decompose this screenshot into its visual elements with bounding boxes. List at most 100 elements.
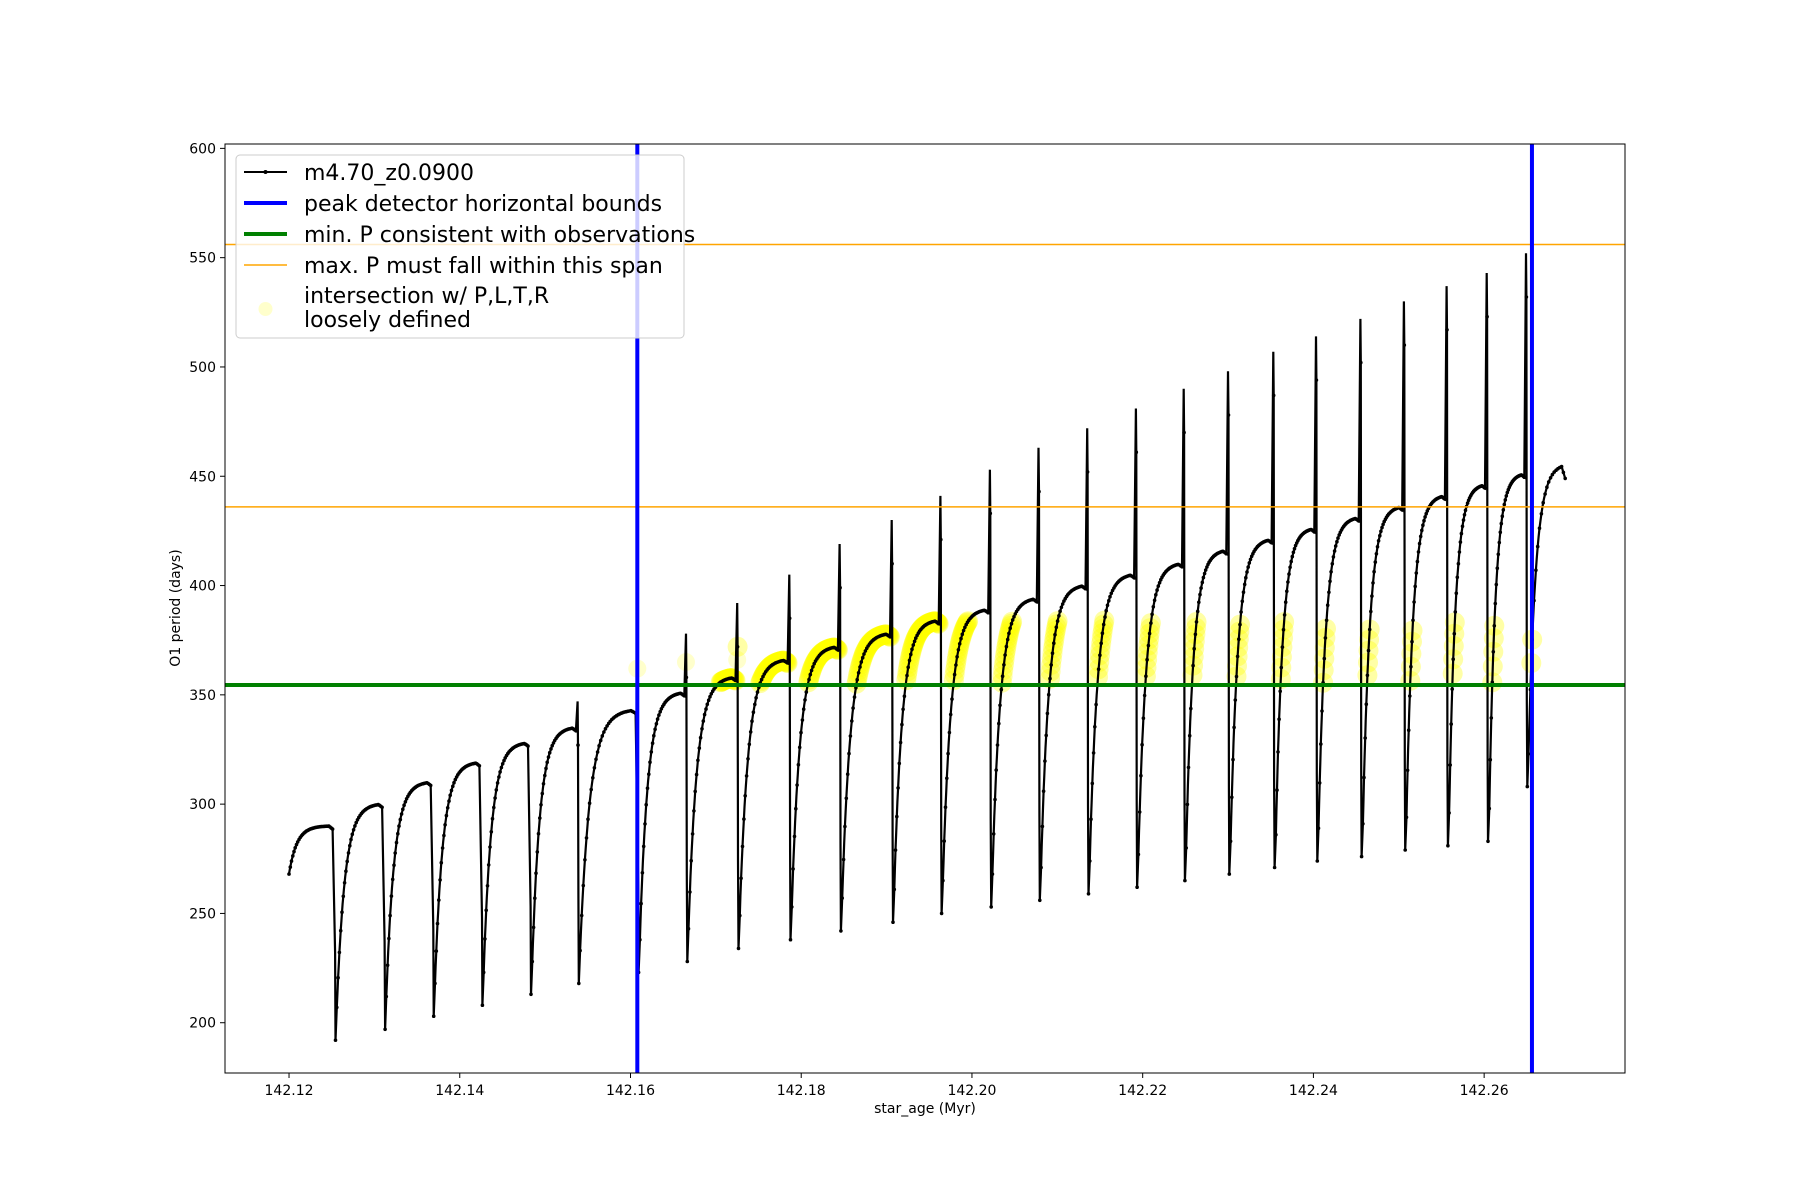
series-point <box>438 878 442 882</box>
series-point <box>1049 663 1053 667</box>
series-point <box>950 697 954 701</box>
series-point <box>1376 539 1381 543</box>
y-tick-label: 600 <box>189 141 216 157</box>
series-point <box>997 721 1001 726</box>
series-point <box>399 812 404 816</box>
series-point <box>288 865 293 869</box>
series-point <box>838 585 842 590</box>
series-point <box>1246 565 1250 569</box>
series-point <box>694 772 699 777</box>
series-point <box>442 833 446 838</box>
series-point <box>397 824 401 828</box>
series-point <box>1147 631 1152 636</box>
series-point <box>485 884 490 888</box>
series-point <box>1498 530 1503 535</box>
series-point <box>1522 475 1527 480</box>
series-point <box>1197 600 1201 605</box>
series-point <box>589 787 593 792</box>
series-point <box>549 747 553 751</box>
series-point <box>1380 525 1384 530</box>
series-point <box>1486 839 1490 844</box>
series-point <box>1185 802 1190 807</box>
series-point <box>1039 865 1043 870</box>
series-point <box>1276 750 1280 754</box>
series-point <box>579 913 584 918</box>
period-series-layer <box>287 253 1567 1042</box>
y-tick-label: 200 <box>189 1016 216 1032</box>
series-point <box>803 698 807 702</box>
series-point <box>939 911 944 916</box>
series-point <box>910 647 914 652</box>
series-point <box>1096 667 1101 671</box>
series-point <box>1091 751 1096 755</box>
series-point <box>1146 643 1151 648</box>
series-point <box>1149 621 1153 625</box>
series-point <box>955 655 959 659</box>
series-point <box>912 639 917 644</box>
y-tick-label: 450 <box>189 469 216 485</box>
series-point <box>1497 540 1502 545</box>
series-point <box>696 758 700 763</box>
series-point <box>1372 569 1376 574</box>
series-point <box>1414 571 1419 575</box>
series-point <box>603 726 608 731</box>
series-point <box>960 632 965 637</box>
series-point <box>1203 568 1208 572</box>
series-point <box>498 770 502 774</box>
series-point <box>1155 588 1159 592</box>
series-point <box>841 857 846 862</box>
series-point <box>342 881 347 885</box>
series-point <box>1378 533 1382 538</box>
series-point <box>1189 706 1193 711</box>
series-point <box>480 1003 485 1007</box>
series-point <box>1409 664 1413 669</box>
series-point <box>543 773 547 778</box>
series-point <box>744 774 749 778</box>
series-point <box>954 663 958 667</box>
series-point <box>705 702 710 707</box>
series-point <box>1406 728 1411 732</box>
series-point <box>1453 610 1458 614</box>
series-point <box>795 783 799 787</box>
series-point <box>1460 524 1465 529</box>
series-point <box>385 963 390 967</box>
series-point <box>292 849 296 854</box>
series-point <box>1312 530 1317 534</box>
series-point <box>746 757 750 761</box>
series-point <box>843 824 847 829</box>
series-point <box>1139 773 1143 778</box>
series-point <box>860 655 865 660</box>
series-point <box>428 783 433 788</box>
series-point <box>1487 806 1492 811</box>
series-point <box>574 729 578 733</box>
series-point <box>586 817 590 821</box>
series-point <box>1271 393 1276 398</box>
series-point <box>393 851 398 855</box>
series-point <box>1535 544 1540 549</box>
series-point <box>1504 494 1509 498</box>
series-point <box>547 750 552 755</box>
series-point <box>444 813 449 818</box>
series-point <box>396 831 400 836</box>
series-point <box>649 750 654 754</box>
legend-yellow-swatch <box>258 302 273 316</box>
series-point <box>640 871 645 875</box>
series-point <box>1232 725 1236 730</box>
series-point <box>335 1005 339 1010</box>
series-point <box>402 803 406 807</box>
series-point <box>790 905 794 909</box>
series-point <box>1489 716 1494 720</box>
series-point <box>748 730 753 734</box>
series-point <box>1180 565 1184 569</box>
series-point <box>1361 822 1365 826</box>
series-point <box>1443 497 1447 501</box>
series-point <box>390 877 395 882</box>
series-point <box>1359 854 1364 859</box>
series-point <box>1501 508 1506 512</box>
series-point <box>1137 810 1142 814</box>
series-point <box>1410 639 1414 644</box>
series-point <box>650 741 655 745</box>
series-point <box>1242 582 1247 587</box>
series-point <box>1237 637 1241 641</box>
series-point <box>1411 618 1415 623</box>
